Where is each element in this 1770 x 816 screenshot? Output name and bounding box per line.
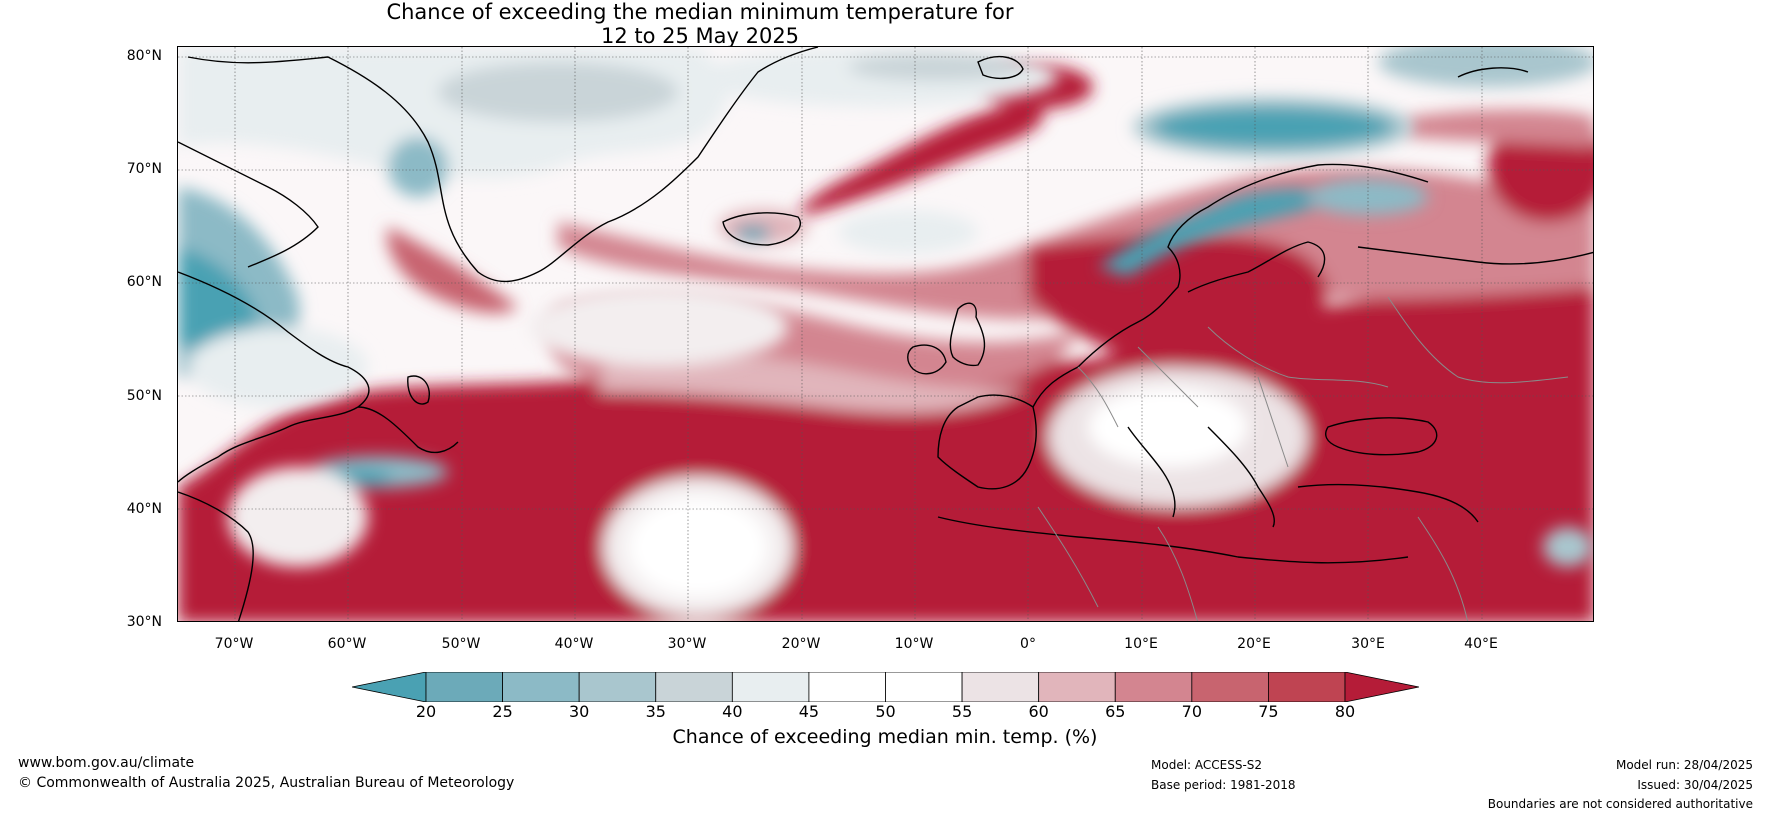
model-run-text: Model run: 28/04/2025 (1615, 758, 1753, 772)
lon-label-40w: 40°W (554, 636, 594, 652)
lat-label-60n: 60°N (126, 274, 162, 290)
colorbar-segment-60-65 (1038, 672, 1116, 702)
colorbar-tick-30: 30 (568, 702, 590, 721)
lon-label-10w: 10°W (894, 636, 934, 652)
colorbar-segment-20-25 (425, 672, 503, 702)
base-period-text: Base period: 1981-2018 (1151, 778, 1296, 792)
lon-label-60w: 60°W (327, 636, 367, 652)
colorbar-tick-20: 20 (415, 702, 437, 721)
coastlines (178, 47, 1593, 621)
colorbar-tick-45: 45 (798, 702, 820, 721)
colorbar (352, 672, 1419, 702)
lat-label-40n: 40°N (126, 501, 162, 517)
colorbar-segment-35-40 (655, 672, 733, 702)
lat-label-30n: 30°N (126, 614, 162, 630)
colorbar-tick-70: 70 (1181, 702, 1203, 721)
disclaimer-text: Boundaries are not considered authoritat… (1487, 797, 1753, 811)
colorbar-segment-50-55 (885, 672, 963, 702)
copyright-text: © Commonwealth of Australia 2025, Austra… (18, 775, 515, 791)
colorbar-tick-50: 50 (875, 702, 896, 721)
colorbar-tick-55: 55 (951, 702, 973, 721)
cool-anomaly-field (178, 47, 1593, 567)
colorbar-tick-80: 80 (1334, 702, 1356, 721)
lon-label-40e: 40°E (1464, 636, 1498, 652)
colorbar-segment-65-70 (1114, 672, 1193, 702)
colorbar-segment-70-75 (1191, 672, 1269, 702)
lat-label-80n: 80°N (126, 48, 162, 64)
colorbar-extend-low (352, 672, 427, 702)
colorbar-tick-35: 35 (645, 702, 666, 721)
colorbar-tick-75: 75 (1258, 702, 1279, 721)
lon-label-70w: 70°W (214, 636, 254, 652)
colorbar-segment-40-45 (731, 672, 810, 702)
lon-label-30e: 30°E (1351, 636, 1385, 652)
lon-label-0: 0° (1020, 636, 1036, 652)
lat-label-50n: 50°N (126, 388, 162, 404)
issued-text: Issued: 30/04/2025 (1637, 778, 1753, 792)
website-text: www.bom.gov.au/climate (18, 755, 195, 771)
lat-label-70n: 70°N (126, 161, 162, 177)
title-line-1: Chance of exceeding the median minimum t… (386, 0, 1014, 24)
colorbar-tick-60: 60 (1028, 702, 1049, 721)
colorbar-segment-25-30 (502, 672, 580, 702)
lon-label-20e: 20°E (1237, 636, 1271, 652)
probability-map (177, 46, 1594, 622)
graticule (178, 47, 1593, 621)
model-text: Model: ACCESS-S2 (1151, 758, 1263, 772)
map-canvas (178, 47, 1593, 621)
colorbar-extend-high (1344, 672, 1419, 702)
lon-label-30w: 30°W (667, 636, 707, 652)
colorbar-tick-25: 25 (492, 702, 513, 721)
lon-label-10e: 10°E (1124, 636, 1158, 652)
country-borders (1037, 296, 1569, 621)
lon-label-50w: 50°W (441, 636, 481, 652)
colorbar-label: Chance of exceeding median min. temp. (%… (672, 726, 1098, 748)
title-line-2: 12 to 25 May 2025 (600, 24, 800, 48)
colorbar-tick-65: 65 (1105, 702, 1126, 721)
colorbar-tick-40: 40 (722, 702, 743, 721)
lon-label-20w: 20°W (781, 636, 821, 652)
colorbar-segment-30-35 (578, 672, 657, 702)
map-title: Chance of exceeding the median minimum t… (0, 0, 1400, 48)
colorbar-segment-75-80 (1268, 672, 1346, 702)
colorbar-segment-55-60 (961, 672, 1040, 702)
colorbar-segment-45-50 (808, 672, 886, 702)
